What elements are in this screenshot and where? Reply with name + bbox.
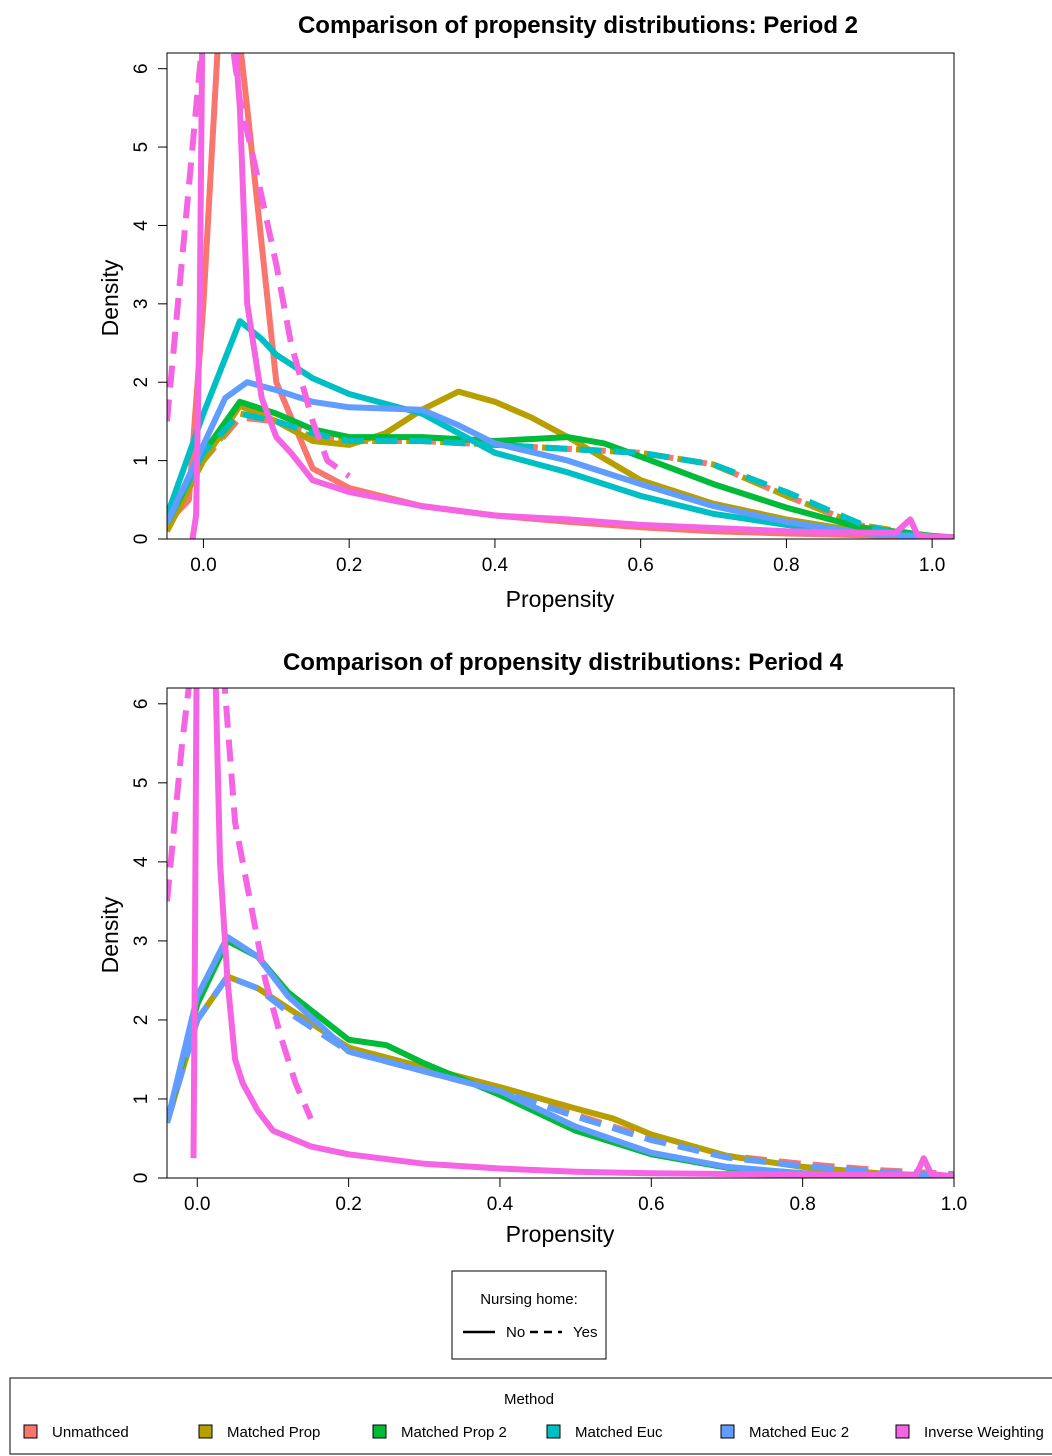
- x-tick-label: 0.8: [773, 555, 799, 576]
- linetype-legend-title: Nursing home:: [480, 1291, 578, 1308]
- legend-swatch: [720, 1424, 735, 1439]
- legend-item-matched-euc: Matched Euc: [546, 1424, 663, 1441]
- series-matched-euc-2-no: [167, 379, 954, 539]
- x-axis-label: Propensity: [506, 586, 615, 612]
- axes: 0.0 0.2 0.4 0.6 0.8 1.0 0 1 2 3 4 5 6: [131, 63, 945, 576]
- series-inverse-weighting-no: [190, 688, 954, 1178]
- chart-period-2: Comparison of propensity distributions: …: [97, 12, 955, 612]
- legend-label: Unmathced: [52, 1424, 129, 1441]
- x-tick-label: 0.8: [789, 1194, 815, 1215]
- legend-item-matched-prop-2: Matched Prop 2: [372, 1424, 507, 1441]
- legend-label: Matched Prop: [227, 1424, 320, 1441]
- x-axis-label: Propensity: [506, 1221, 615, 1247]
- linetype-legend: Nursing home: No Yes: [451, 1270, 607, 1360]
- y-tick-label: 0: [131, 1173, 152, 1184]
- y-tick-label: 4: [131, 856, 152, 867]
- y-tick-label: 4: [131, 220, 152, 231]
- x-tick-label: 0.2: [335, 1194, 361, 1215]
- linetype-legend-yes: Yes: [573, 1324, 597, 1341]
- legend-item-matched-euc-2: Matched Euc 2: [720, 1424, 849, 1441]
- y-tick-label: 2: [131, 377, 152, 388]
- x-tick-label: 0.0: [190, 555, 216, 576]
- y-axis-label: Density: [97, 896, 123, 973]
- x-tick-label: 0.2: [336, 555, 362, 576]
- legend-label: Matched Prop 2: [401, 1424, 507, 1441]
- y-tick-label: 5: [131, 778, 152, 789]
- y-tick-label: 2: [131, 1015, 152, 1026]
- method-legend-title: Method: [504, 1391, 554, 1408]
- y-tick-label: 1: [131, 1094, 152, 1105]
- x-tick-label: 1.0: [919, 555, 945, 576]
- method-legend: Method Unmathced Matched Prop Matched Prop…: [9, 1377, 1052, 1455]
- x-tick-label: 0.6: [627, 555, 653, 576]
- chart-title: Comparison of propensity distributions: …: [298, 12, 858, 39]
- series-matched-euc-2-yes: [167, 973, 954, 1178]
- y-tick-label: 6: [131, 63, 152, 74]
- legend-swatch: [23, 1424, 38, 1439]
- chart-period-4: Comparison of propensity distributions: …: [97, 649, 967, 1247]
- x-tick-label: 1.0: [941, 1194, 967, 1215]
- linetype-legend-box: [451, 1270, 607, 1360]
- series-matched-euc-no: [167, 318, 954, 539]
- plot-area: [167, 688, 954, 1178]
- legend-label: Inverse Weighting: [924, 1424, 1044, 1441]
- y-tick-label: 0: [131, 534, 152, 545]
- x-tick-label: 0.6: [638, 1194, 664, 1215]
- y-tick-label: 1: [131, 455, 152, 466]
- legend-item-inverse-weighting: Inverse Weighting: [895, 1424, 1044, 1441]
- y-tick-label: 5: [131, 142, 152, 153]
- y-tick-label: 6: [131, 699, 152, 710]
- x-tick-label: 0.4: [482, 555, 509, 576]
- axes: 0.0 0.2 0.4 0.6 0.8 1.0 0 1 2 3 4 5 6: [131, 699, 967, 1215]
- legend-swatch: [546, 1424, 561, 1439]
- plot-area: [167, 53, 954, 539]
- y-axis-label: Density: [97, 259, 123, 336]
- legend-label: Matched Euc: [575, 1424, 663, 1441]
- plot-frame: [166, 52, 955, 540]
- linetype-legend-no: No: [506, 1324, 525, 1341]
- series-matched-prop-no: [167, 388, 954, 539]
- series-inverse-weighting-yes: [167, 53, 351, 479]
- legend-swatch: [895, 1424, 910, 1439]
- legend-swatch: [198, 1424, 213, 1439]
- plot-frame: [166, 687, 955, 1179]
- x-tick-label: 0.4: [487, 1194, 514, 1215]
- legend-swatch: [372, 1424, 387, 1439]
- method-legend-box: [9, 1377, 1052, 1455]
- series-matched-prop-2-no: [167, 398, 954, 539]
- series-matched-euc-yes: [167, 410, 954, 539]
- series-inverse-weighting-no: [189, 53, 954, 539]
- chart-title: Comparison of propensity distributions: …: [283, 649, 844, 676]
- legend-label: Matched Euc 2: [749, 1424, 849, 1441]
- y-tick-label: 3: [131, 936, 152, 947]
- y-tick-label: 3: [131, 299, 152, 310]
- legend-item-matched-prop: Matched Prop: [198, 1424, 320, 1441]
- legend-item-unmathced: Unmathced: [23, 1424, 129, 1441]
- x-tick-label: 0.0: [184, 1194, 210, 1215]
- method-legend-items: Unmathced Matched Prop Matched Prop 2 Match…: [23, 1424, 1044, 1441]
